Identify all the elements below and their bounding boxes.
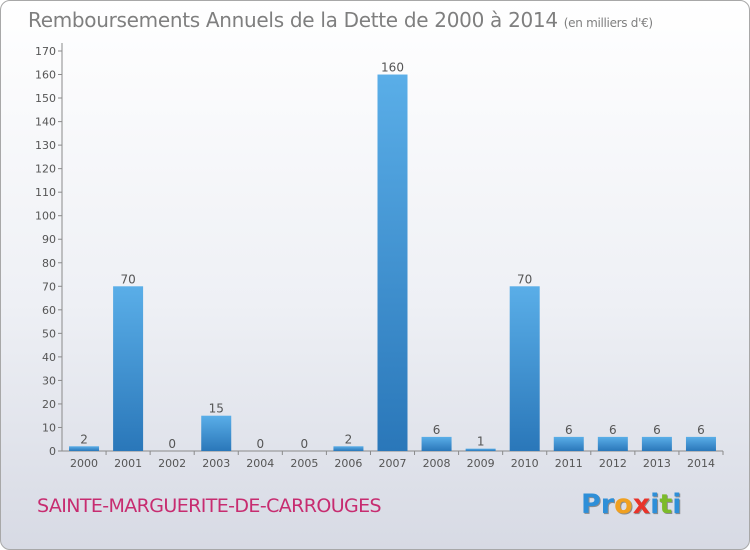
logo-letter: i xyxy=(650,489,660,520)
logo-letter: x xyxy=(632,489,651,520)
bar-value-label: 6 xyxy=(609,423,617,437)
y-tick-label: 100 xyxy=(35,210,56,223)
x-tick-label: 2010 xyxy=(511,457,539,470)
bar xyxy=(113,286,144,451)
bar xyxy=(553,436,584,451)
y-tick-label: 60 xyxy=(42,304,56,317)
x-tick-label: 2009 xyxy=(467,457,495,470)
proxiti-logo: Proxiti xyxy=(581,489,682,520)
y-tick-label: 140 xyxy=(35,116,56,129)
bar-value-label: 0 xyxy=(256,437,264,451)
y-tick-label: 80 xyxy=(42,257,56,270)
x-tick-label: 2004 xyxy=(246,457,274,470)
x-tick-label: 2005 xyxy=(290,457,318,470)
x-tick-label: 2008 xyxy=(423,457,451,470)
logo-letter: r xyxy=(600,489,615,520)
bar-value-label: 160 xyxy=(381,61,404,75)
y-tick-label: 90 xyxy=(42,233,56,246)
y-tick-label: 40 xyxy=(42,351,56,364)
y-tick-label: 30 xyxy=(42,374,56,387)
bar-value-label: 2 xyxy=(80,432,88,446)
bar-value-label: 6 xyxy=(697,423,705,437)
bar-value-label: 0 xyxy=(168,437,176,451)
logo-letter: t xyxy=(659,489,673,520)
bar-value-label: 70 xyxy=(517,272,532,286)
x-tick-label: 2012 xyxy=(599,457,627,470)
bar xyxy=(69,446,100,451)
bar xyxy=(377,74,408,451)
x-tick-label: 2013 xyxy=(643,457,671,470)
bar xyxy=(201,415,232,451)
bar-value-label: 15 xyxy=(209,402,224,416)
bar xyxy=(509,286,540,451)
bar-value-label: 70 xyxy=(120,272,135,286)
y-tick-label: 10 xyxy=(42,421,56,434)
bar-value-label: 2 xyxy=(345,432,353,446)
unit-note: (en milliers d'€) xyxy=(563,16,653,30)
x-tick-label: 2000 xyxy=(70,457,98,470)
logo-letter: i xyxy=(672,489,682,520)
y-tick-label: 50 xyxy=(42,327,56,340)
x-tick-label: 2002 xyxy=(158,457,186,470)
chart-title-text: Remboursements Annuels de la Dette de 20… xyxy=(28,8,558,32)
y-tick-label: 110 xyxy=(35,186,56,199)
bar-value-label: 1 xyxy=(477,435,485,449)
bar xyxy=(597,436,628,451)
bar xyxy=(333,446,364,451)
bar xyxy=(641,436,672,451)
logo-letter: o xyxy=(614,489,633,520)
x-tick-label: 2014 xyxy=(687,457,715,470)
commune-name: SAINTE-MARGUERITE-DE-CARROUGES xyxy=(37,495,382,517)
x-tick-label: 2007 xyxy=(379,457,407,470)
bar-value-label: 6 xyxy=(653,423,661,437)
logo-letter: P xyxy=(581,489,601,520)
y-tick-label: 170 xyxy=(35,45,56,58)
x-tick-label: 2006 xyxy=(334,457,362,470)
y-tick-label: 150 xyxy=(35,92,56,105)
y-tick-label: 120 xyxy=(35,163,56,176)
bar xyxy=(465,448,496,451)
chart-title: Remboursements Annuels de la Dette de 20… xyxy=(28,8,653,32)
y-tick-label: 70 xyxy=(42,280,56,293)
y-tick-label: 0 xyxy=(49,445,56,458)
bar-value-label: 6 xyxy=(433,423,441,437)
x-tick-label: 2011 xyxy=(555,457,583,470)
x-tick-label: 2003 xyxy=(202,457,230,470)
y-tick-label: 130 xyxy=(35,139,56,152)
bar-value-label: 0 xyxy=(301,437,309,451)
x-tick-label: 2001 xyxy=(114,457,142,470)
bar-value-label: 6 xyxy=(565,423,573,437)
bar xyxy=(421,436,452,451)
y-tick-label: 20 xyxy=(42,398,56,411)
y-tick-label: 160 xyxy=(35,69,56,82)
bar xyxy=(685,436,716,451)
